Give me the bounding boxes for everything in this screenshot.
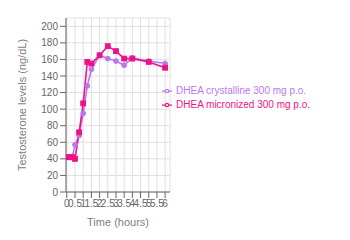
- svg-text:60: 60: [47, 137, 59, 148]
- svg-text:40: 40: [47, 153, 59, 164]
- svg-text:Testosterone levels (ng/dL): Testosterone levels (ng/dL): [16, 39, 28, 171]
- svg-text:100: 100: [41, 104, 58, 115]
- svg-text:Time (hours): Time (hours): [87, 216, 149, 228]
- svg-text:180: 180: [41, 37, 58, 48]
- svg-text:140: 140: [41, 71, 58, 82]
- svg-text:200: 200: [41, 21, 58, 32]
- svg-text:160: 160: [41, 54, 58, 65]
- svg-text:0: 0: [52, 187, 58, 198]
- svg-text:20: 20: [47, 170, 59, 181]
- svg-text:80: 80: [47, 120, 59, 131]
- svg-text:6: 6: [162, 198, 168, 209]
- svg-text:120: 120: [41, 87, 58, 98]
